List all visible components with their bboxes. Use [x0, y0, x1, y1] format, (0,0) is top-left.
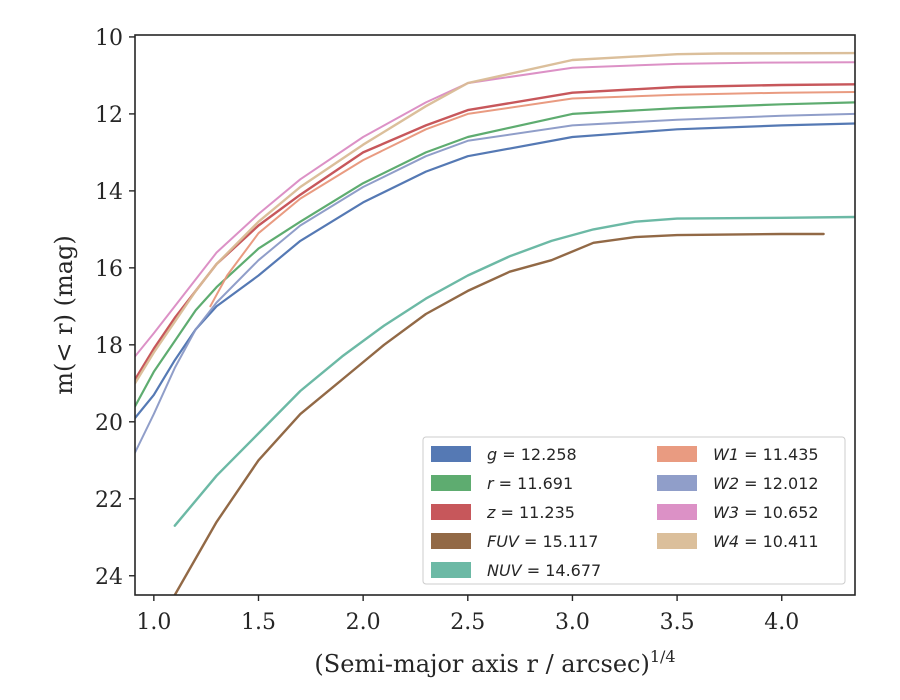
x-axis-label-exponent: 1/4: [650, 647, 676, 666]
x-tick-label: 1.5: [241, 610, 276, 635]
legend-swatch-w3: [657, 504, 697, 520]
series-line-nuv: [173, 215, 855, 527]
series-line-z: [135, 83, 855, 381]
series-line-fuv: [173, 232, 825, 595]
y-axis-label: m(< r) (mag): [50, 235, 78, 394]
legend-swatch-w2: [657, 475, 697, 491]
legend-box: [422, 436, 846, 585]
legend-swatch-z: [431, 504, 471, 520]
x-tick-label: 3.5: [660, 610, 695, 635]
legend-label-nuv: NUV = 14.677: [487, 561, 601, 580]
y-tick-label: 18: [95, 334, 123, 359]
x-axis-ticks: 1.0 1.5 2.0 2.5 3.0 3.5 4.0: [136, 595, 799, 635]
y-axis-ticks: 10 12 14 16 18 20 22 24: [95, 26, 135, 590]
legend-label-r: r = 11.691: [487, 474, 573, 493]
y-tick-label: 12: [95, 103, 123, 128]
y-tick-label: 20: [95, 411, 123, 436]
legend-label-z: z = 11.235: [486, 503, 575, 522]
legend-swatch-w1: [657, 446, 697, 462]
legend-swatch-fuv: [431, 533, 471, 549]
legend-swatch-g: [431, 446, 471, 462]
y-tick-label: 14: [95, 180, 123, 205]
series-line-g: [135, 122, 855, 420]
series-line-r: [135, 101, 855, 408]
legend-label-w2: W2 = 12.012: [713, 474, 819, 493]
y-tick-label: 22: [95, 488, 123, 513]
series-line-w2: [135, 112, 855, 454]
legend-swatch-w4: [657, 533, 697, 549]
series-line-w3: [135, 61, 855, 358]
legend-label-fuv: FUV = 15.117: [487, 532, 598, 551]
x-tick-label: 1.0: [136, 610, 171, 635]
series-line-w4: [135, 51, 855, 385]
legend-swatch-r: [431, 475, 471, 491]
x-tick-label: 2.5: [450, 610, 485, 635]
legend-label-g: g = 12.258: [487, 445, 577, 464]
legend-label-w3: W3 = 10.652: [713, 503, 819, 522]
plot-frame: [134, 34, 856, 596]
x-tick-label: 4.0: [764, 610, 799, 635]
series-curves: [135, 51, 855, 595]
series-line-w1: [209, 91, 855, 308]
x-axis-label: (Semi-major axis r / arcsec)1/4: [314, 647, 675, 678]
legend: g = 12.258 r = 11.691 z = 11.235 FUV = 15.1…: [422, 436, 846, 585]
legend-label-w1: W1 = 11.435: [713, 445, 819, 464]
x-tick-label: 2.0: [346, 610, 381, 635]
y-tick-label: 10: [95, 26, 123, 51]
legend-label-w4: W4 = 10.411: [713, 532, 819, 551]
y-tick-label: 16: [95, 257, 123, 282]
legend-swatch-nuv: [431, 562, 471, 578]
x-tick-label: 3.0: [555, 610, 590, 635]
y-tick-label: 24: [95, 565, 123, 590]
